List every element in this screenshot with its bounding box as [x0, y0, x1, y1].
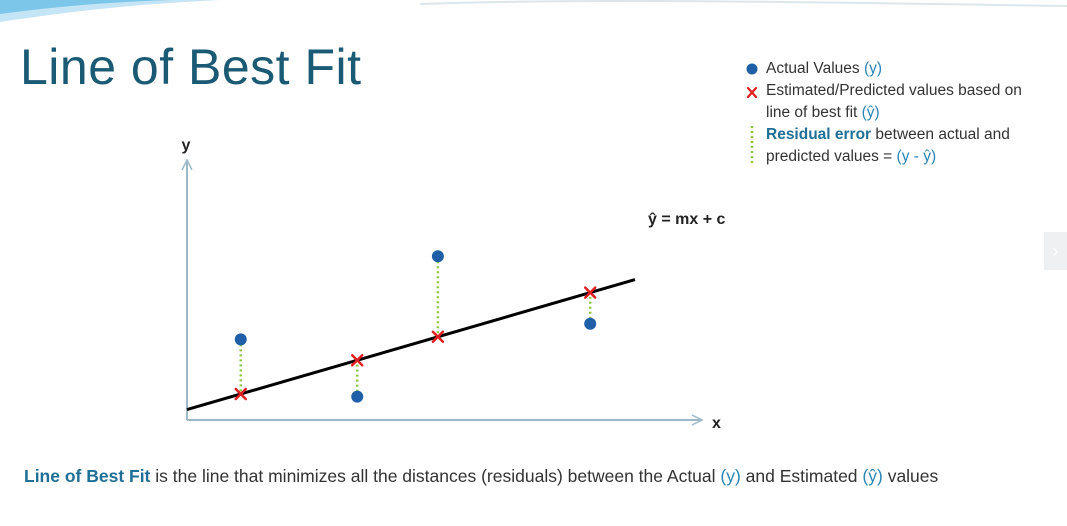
- legend-residual-bold: Residual error: [766, 126, 872, 143]
- actual-value-point: [351, 390, 364, 403]
- legend-residual-formula: (y - ŷ): [896, 148, 937, 165]
- actual-value-point: [584, 317, 597, 330]
- legend-estimated-symbol: (ŷ): [861, 104, 880, 121]
- legend-actual-symbol: (y): [863, 60, 883, 77]
- y-axis: [181, 158, 193, 420]
- best-fit-line: [186, 278, 636, 412]
- estimated-value-marker: [234, 387, 248, 401]
- chevron-right-icon: ›: [1052, 241, 1059, 261]
- caption-part2: and Estimated: [740, 466, 863, 486]
- legend-item-estimated: Estimated/Predicted values based on line…: [740, 80, 1060, 124]
- actual-value-point: [431, 250, 444, 263]
- caption-yhat-symbol: (ŷ): [862, 466, 883, 486]
- estimated-value-marker: [350, 353, 364, 367]
- x-axis-label: x: [712, 415, 721, 432]
- caption: Line of Best Fit is the line that minimi…: [24, 466, 938, 487]
- legend-item-residual: Residual error between actual and predic…: [740, 124, 1060, 168]
- legend-item-actual: Actual Values (y): [740, 58, 1060, 80]
- caption-y-symbol: (y): [720, 466, 741, 486]
- actual-value-point: [234, 333, 247, 346]
- caption-part3: values: [882, 466, 939, 486]
- legend-residual-line2: predicted values =: [766, 148, 897, 165]
- legend-estimated-line2: line of best fit: [766, 104, 862, 121]
- legend: Actual Values (y) Estimated/Predicted va…: [740, 58, 1060, 168]
- red-x-icon: [746, 86, 758, 99]
- blue-dot-icon: [746, 63, 758, 75]
- legend-residual-rest: between actual and: [871, 126, 1010, 143]
- x-axis: [187, 414, 704, 426]
- line-of-best-fit-chart: y x ŷ = mx + c: [181, 137, 725, 432]
- caption-lead: Line of Best Fit: [24, 466, 151, 486]
- decorative-swoosh: [0, 0, 1067, 22]
- page-title: Line of Best Fit: [20, 39, 362, 95]
- next-slide-button[interactable]: ›: [1044, 232, 1067, 270]
- legend-actual-label: Actual Values: [766, 60, 864, 77]
- caption-part1: is the line that minimizes all the dista…: [150, 466, 721, 486]
- estimated-value-marker: [583, 286, 597, 299]
- legend-estimated-line1: Estimated/Predicted values based on: [766, 82, 1022, 99]
- green-dotted-line-icon: [750, 126, 754, 166]
- y-axis-label: y: [182, 137, 191, 154]
- estimated-value-marker: [431, 330, 445, 344]
- line-equation-label: ŷ = mx + c: [648, 211, 725, 228]
